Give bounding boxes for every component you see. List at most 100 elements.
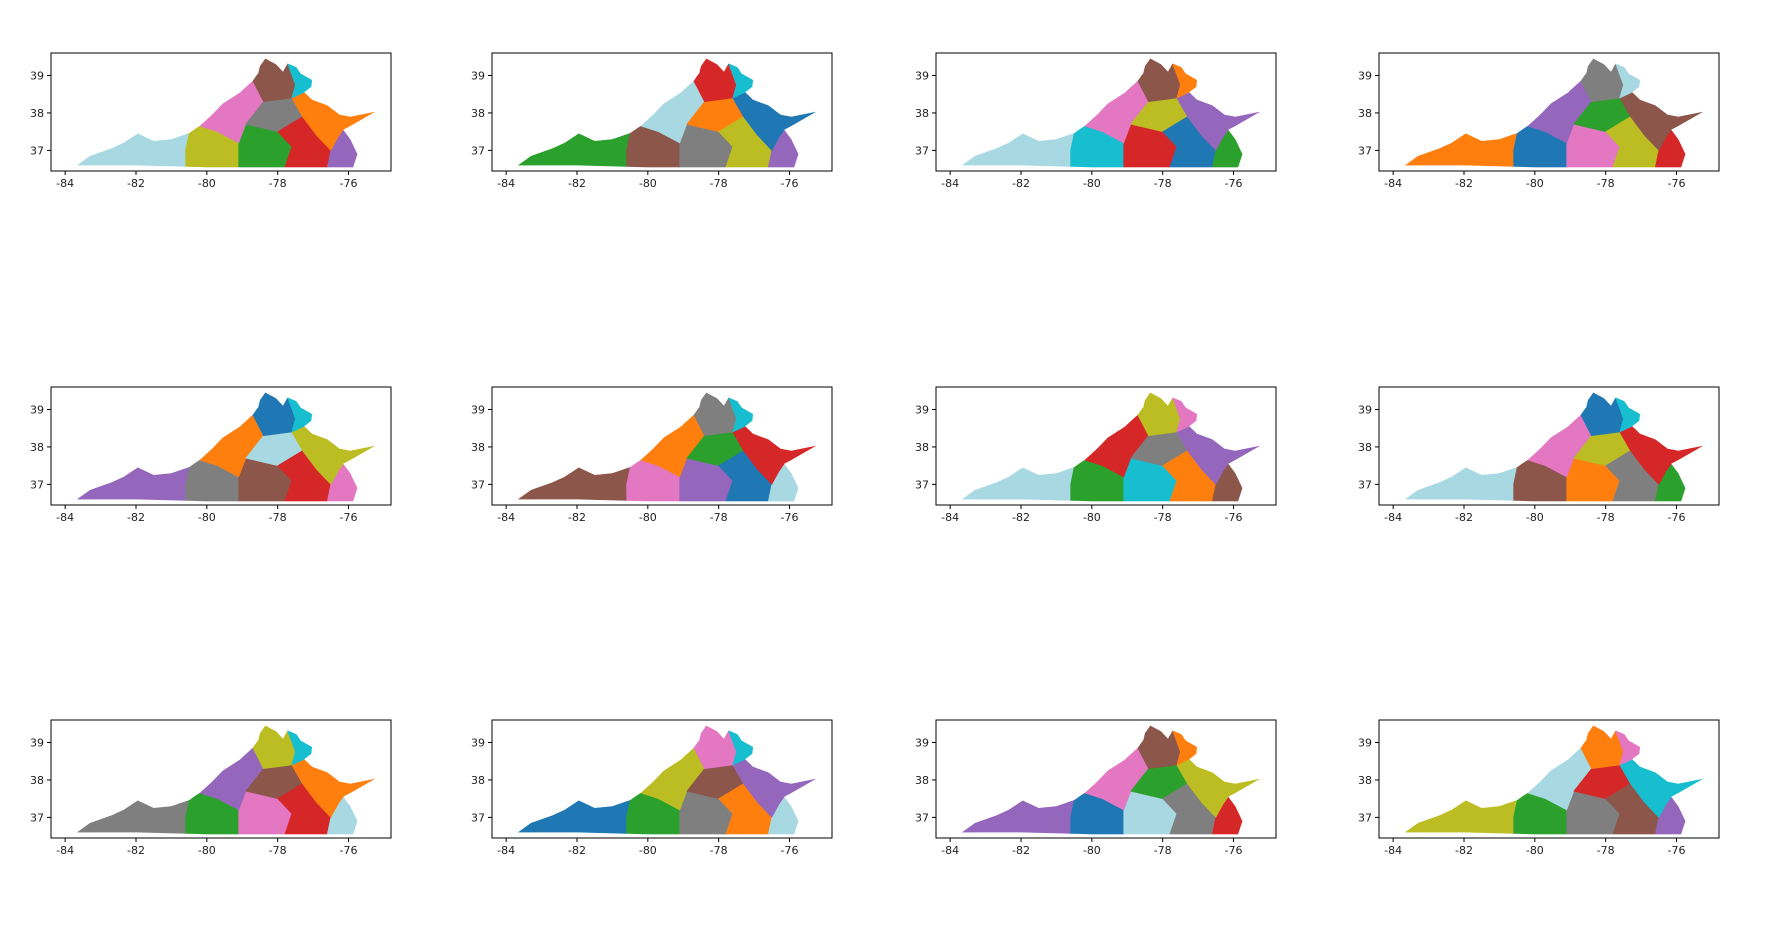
map-plot-5: -84 -82 -80 -78 -76 37 38 39 — [30, 386, 392, 524]
x-tick-label: -82 — [127, 844, 145, 857]
x-tick-label: -82 — [1455, 177, 1473, 190]
x-tick-label: -78 — [269, 177, 287, 190]
map-plot-9: -84 -82 -80 -78 -76 37 38 39 — [30, 719, 392, 857]
y-tick-label: 37 — [30, 144, 44, 157]
x-tick-label: -78 — [1154, 844, 1172, 857]
map-panel-9: -84 -82 -80 -78 -76 37 38 39 — [21, 710, 401, 862]
y-tick-label: 38 — [915, 107, 929, 120]
y-tick-label: 38 — [915, 441, 929, 454]
map-plot-4: -84 -82 -80 -78 -76 37 38 39 — [1358, 52, 1720, 190]
district-zone — [732, 91, 817, 151]
y-tick-label: 37 — [1358, 811, 1372, 824]
y-tick-label: 38 — [30, 441, 44, 454]
map-panel-8: -84 -82 -80 -78 -76 37 38 39 — [1349, 377, 1729, 529]
district-zone — [1404, 467, 1518, 502]
axes-frame — [935, 386, 1277, 506]
district-zone — [1172, 62, 1198, 99]
axes-frame — [1378, 719, 1720, 839]
axes-frame — [935, 52, 1277, 172]
x-tick-label: -82 — [1012, 844, 1030, 857]
x-tick-label: -76 — [1668, 511, 1686, 524]
x-tick-label: -84 — [941, 844, 959, 857]
district-zone — [291, 91, 376, 151]
x-tick-label: -82 — [1012, 511, 1030, 524]
x-tick-label: -84 — [56, 177, 74, 190]
y-tick-label: 39 — [1358, 69, 1372, 82]
y-tick-label: 38 — [30, 774, 44, 787]
district-zone — [961, 467, 1075, 502]
x-tick-label: -76 — [1225, 177, 1243, 190]
x-tick-label: -76 — [340, 844, 358, 857]
map-panel-5: -84 -82 -80 -78 -76 37 38 39 — [21, 377, 401, 529]
x-tick-label: -78 — [1597, 511, 1615, 524]
x-tick-label: -76 — [1225, 844, 1243, 857]
x-tick-label: -84 — [1384, 177, 1402, 190]
map-panel-6: -84 -82 -80 -78 -76 37 38 39 — [462, 377, 842, 529]
x-tick-label: -78 — [269, 844, 287, 857]
x-tick-label: -80 — [1526, 844, 1544, 857]
map-plot-12: -84 -82 -80 -78 -76 37 38 39 — [1358, 719, 1720, 857]
map-panel-2: -84 -82 -80 -78 -76 37 38 39 — [462, 43, 842, 195]
district-zone — [517, 133, 631, 168]
axes-frame — [50, 386, 392, 506]
axes-frame — [50, 719, 392, 839]
x-tick-label: -82 — [568, 177, 586, 190]
x-tick-label: -84 — [1384, 511, 1402, 524]
x-tick-label: -76 — [1668, 177, 1686, 190]
district-zone — [1615, 396, 1641, 433]
axes-frame — [491, 719, 833, 839]
district-zone — [76, 133, 190, 168]
y-tick-label: 39 — [30, 69, 44, 82]
x-tick-label: -78 — [269, 511, 287, 524]
map-panel-10: -84 -82 -80 -78 -76 37 38 39 — [462, 710, 842, 862]
y-tick-label: 37 — [30, 811, 44, 824]
x-tick-label: -82 — [127, 177, 145, 190]
district-zone — [961, 133, 1075, 168]
y-tick-label: 39 — [915, 403, 929, 416]
axes-frame — [1378, 52, 1720, 172]
x-tick-label: -80 — [1083, 511, 1101, 524]
district-zone — [517, 467, 631, 502]
y-tick-label: 38 — [1358, 441, 1372, 454]
x-tick-label: -80 — [639, 511, 657, 524]
x-tick-label: -76 — [1668, 844, 1686, 857]
x-tick-label: -78 — [710, 511, 728, 524]
y-tick-label: 37 — [471, 144, 485, 157]
district-zone — [1404, 800, 1518, 835]
y-tick-label: 39 — [471, 736, 485, 749]
y-tick-label: 38 — [471, 774, 485, 787]
x-tick-label: -80 — [198, 511, 216, 524]
y-tick-label: 37 — [915, 144, 929, 157]
x-tick-label: -80 — [198, 177, 216, 190]
x-tick-label: -84 — [941, 177, 959, 190]
x-tick-label: -80 — [198, 844, 216, 857]
district-zone — [517, 800, 631, 835]
map-panel-7: -84 -82 -80 -78 -76 37 38 39 — [906, 377, 1286, 529]
y-tick-label: 37 — [915, 811, 929, 824]
axes-frame — [491, 386, 833, 506]
x-tick-label: -82 — [1012, 177, 1030, 190]
x-tick-label: -78 — [1154, 177, 1172, 190]
map-panel-3: -84 -82 -80 -78 -76 37 38 39 — [906, 43, 1286, 195]
map-plot-1: -84 -82 -80 -78 -76 37 38 39 — [30, 52, 392, 190]
y-tick-label: 37 — [915, 478, 929, 491]
x-tick-label: -80 — [1083, 844, 1101, 857]
y-tick-label: 39 — [915, 69, 929, 82]
axes-frame — [935, 719, 1277, 839]
y-tick-label: 38 — [471, 441, 485, 454]
y-tick-label: 38 — [30, 107, 44, 120]
axes-frame — [50, 52, 392, 172]
x-tick-label: -76 — [340, 177, 358, 190]
x-tick-label: -84 — [497, 511, 515, 524]
map-panel-1: -84 -82 -80 -78 -76 37 38 39 — [21, 43, 401, 195]
y-tick-label: 38 — [915, 774, 929, 787]
y-tick-label: 38 — [1358, 107, 1372, 120]
x-tick-label: -84 — [56, 511, 74, 524]
map-plot-8: -84 -82 -80 -78 -76 37 38 39 — [1358, 386, 1720, 524]
x-tick-label: -80 — [1526, 511, 1544, 524]
x-tick-label: -84 — [1384, 844, 1402, 857]
y-tick-label: 39 — [471, 69, 485, 82]
y-tick-label: 37 — [471, 811, 485, 824]
district-zone — [1615, 62, 1641, 99]
